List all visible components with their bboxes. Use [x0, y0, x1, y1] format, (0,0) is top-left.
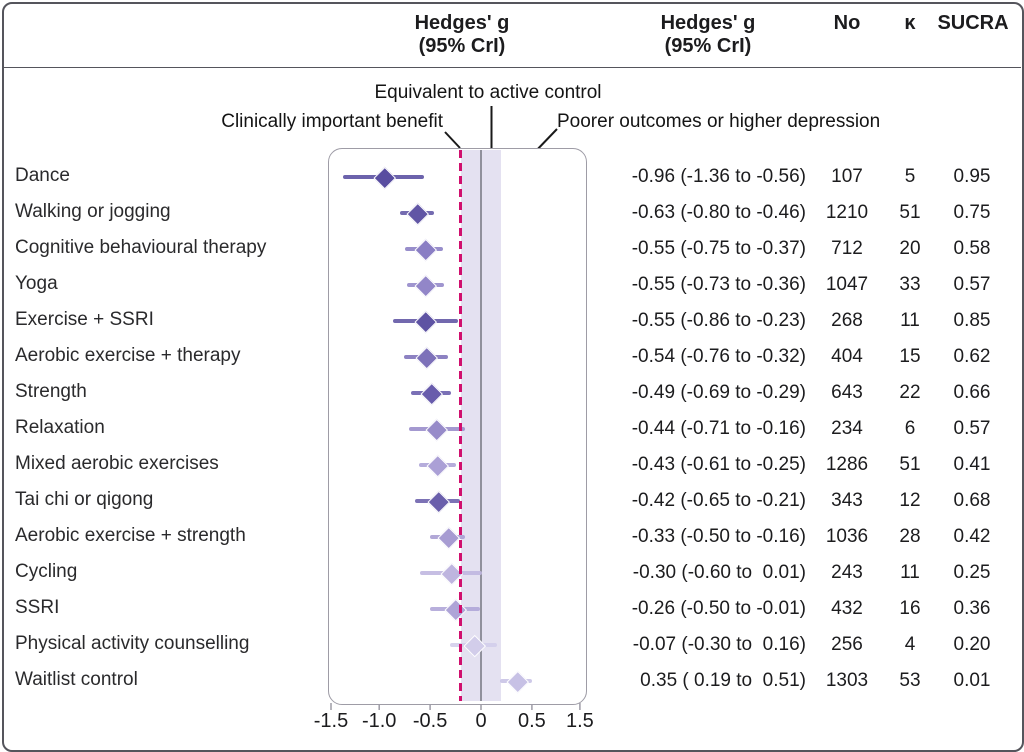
effect-size-value: -0.63 (-0.80 to -0.46) [631, 202, 806, 223]
clinical-benefit-threshold-line [459, 150, 463, 701]
effect-size-value: -0.42 (-0.65 to -0.21) [631, 490, 806, 511]
sucra-value: 0.41 [953, 454, 991, 475]
effect-size-value: -0.44 (-0.71 to -0.16) [631, 418, 806, 439]
n-participants: 107 [831, 166, 863, 187]
sucra-value: 0.75 [953, 202, 991, 223]
effect-size-value: -0.43 (-0.61 to -0.25) [631, 454, 806, 475]
n-participants: 432 [831, 598, 863, 619]
k-studies: 16 [899, 598, 921, 619]
axis-tick-label: -1.0 [361, 710, 397, 732]
row-label: Strength [15, 381, 87, 402]
k-studies: 11 [900, 310, 920, 331]
effect-size-value: -0.49 (-0.69 to -0.29) [631, 382, 806, 403]
row-label: Physical activity counselling [15, 633, 250, 654]
sucra-value: 0.66 [953, 382, 991, 403]
n-participants: 268 [831, 310, 863, 331]
sucra-value: 0.68 [953, 490, 991, 511]
sucra-value: 0.57 [953, 274, 991, 295]
n-participants: 343 [831, 490, 863, 511]
axis-tick-label: -0.5 [412, 710, 448, 732]
row-label: Aerobic exercise + therapy [15, 345, 241, 366]
header-divider [3, 67, 1021, 68]
sucra-value: 0.01 [953, 670, 991, 691]
row-label: Yoga [15, 273, 58, 294]
sucra-value: 0.42 [953, 526, 991, 547]
n-participants: 712 [831, 238, 863, 259]
k-studies: 33 [899, 274, 921, 295]
n-participants: 643 [831, 382, 863, 403]
k-studies: 6 [904, 418, 916, 439]
header-hedges-g-values: Hedges' g (95% CrI) [660, 12, 756, 57]
sucra-value: 0.36 [953, 598, 991, 619]
axis-tick-label: -1.5 [313, 710, 349, 732]
n-participants: 243 [831, 562, 863, 583]
effect-size-value: -0.54 (-0.76 to -0.32) [631, 346, 806, 367]
sucra-value: 0.85 [953, 310, 991, 331]
row-label: Dance [15, 165, 70, 186]
k-studies: 5 [904, 166, 916, 187]
row-label: Tai chi or qigong [15, 489, 154, 510]
n-participants: 234 [831, 418, 863, 439]
n-participants: 1210 [825, 202, 869, 223]
effect-size-value: -0.07 (-0.30 to 0.16) [632, 634, 806, 655]
row-label: Relaxation [15, 417, 105, 438]
effect-size-value: -0.33 (-0.50 to -0.16) [631, 526, 806, 547]
n-participants: 404 [831, 346, 863, 367]
header-hedges-g-plot: Hedges' g (95% CrI) [414, 12, 510, 57]
row-label: Walking or jogging [15, 201, 171, 222]
k-studies: 12 [899, 490, 921, 511]
n-participants: 1047 [825, 274, 869, 295]
effect-size-value: 0.35 ( 0.19 to 0.51) [640, 670, 806, 691]
annotation-equivalent-control: Equivalent to active control [374, 82, 602, 103]
n-participants: 1286 [825, 454, 869, 475]
n-participants: 1303 [825, 670, 869, 691]
sucra-value: 0.57 [953, 418, 991, 439]
axis-tick-label: 1.5 [565, 710, 594, 732]
axis-tick-label: 0 [475, 710, 487, 732]
sucra-value: 0.62 [953, 346, 991, 367]
axis-tick-label: 0.5 [517, 710, 546, 732]
effect-size-value: -0.55 (-0.86 to -0.23) [631, 310, 806, 331]
k-studies: 20 [899, 238, 921, 259]
sucra-value: 0.20 [953, 634, 991, 655]
header-no: No [833, 12, 861, 34]
effect-size-value: -0.26 (-0.50 to -0.01) [631, 598, 806, 619]
k-studies: 53 [899, 670, 921, 691]
row-label: Waitlist control [15, 669, 138, 690]
row-label: Aerobic exercise + strength [15, 525, 246, 546]
k-studies: 4 [904, 634, 916, 655]
effect-size-value: -0.55 (-0.73 to -0.36) [631, 274, 806, 295]
annotation-clinical-benefit: Clinically important benefit [221, 111, 443, 132]
row-label: Cognitive behavioural therapy [15, 237, 267, 258]
sucra-value: 0.58 [953, 238, 991, 259]
header-kappa: κ [904, 12, 916, 34]
k-studies: 28 [899, 526, 921, 547]
n-participants: 256 [831, 634, 863, 655]
k-studies: 51 [899, 202, 921, 223]
effect-size-value: -0.96 (-1.36 to -0.56) [631, 166, 806, 187]
header-sucra: SUCRA [937, 12, 1009, 34]
annotation-poorer-outcomes: Poorer outcomes or higher depression [557, 111, 881, 132]
row-label: Mixed aerobic exercises [15, 453, 219, 474]
sucra-value: 0.25 [953, 562, 991, 583]
k-studies: 51 [899, 454, 921, 475]
effect-size-value: -0.30 (-0.60 to 0.01) [632, 562, 806, 583]
row-label: Cycling [15, 561, 78, 582]
effect-size-value: -0.55 (-0.75 to -0.37) [631, 238, 806, 259]
k-studies: 15 [899, 346, 921, 367]
n-participants: 1036 [825, 526, 869, 547]
k-studies: 11 [900, 562, 920, 583]
sucra-value: 0.95 [953, 166, 991, 187]
zero-reference-line [480, 150, 482, 701]
k-studies: 22 [899, 382, 921, 403]
row-label: SSRI [15, 597, 60, 618]
row-label: Exercise + SSRI [15, 309, 154, 330]
